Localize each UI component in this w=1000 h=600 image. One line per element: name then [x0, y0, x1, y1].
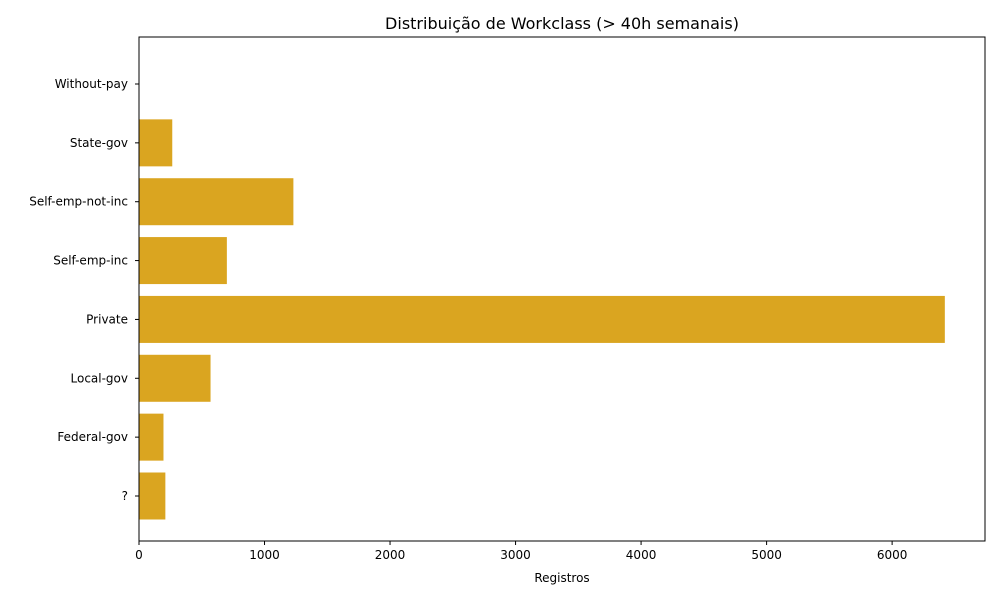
bar-self-emp-not-inc — [139, 178, 294, 226]
y-tick-label-federal-gov: Federal-gov — [57, 430, 128, 444]
bar-self-emp-inc — [139, 237, 227, 285]
x-tick-label-2000: 2000 — [375, 548, 406, 562]
x-tick-label-4000: 4000 — [626, 548, 657, 562]
plot-frame — [138, 36, 986, 542]
y-tick-label-without-pay: Without-pay — [55, 77, 128, 91]
y-tick-label-private: Private — [86, 312, 128, 326]
bar-federal-gov — [139, 413, 164, 461]
y-tick-label-state-gov: State-gov — [70, 136, 128, 150]
bar-unknown — [139, 472, 166, 520]
y-tick-label-local-gov: Local-gov — [71, 371, 129, 385]
bar-private — [139, 295, 945, 343]
y-tick-label-self-emp-inc: Self-emp-inc — [53, 254, 128, 268]
y-tick-label-unknown: ? — [122, 489, 128, 503]
x-tick-label-0: 0 — [135, 548, 143, 562]
x-axis-ticks: 0 1000 2000 3000 4000 5000 6000 — [135, 541, 907, 562]
x-tick-label-5000: 5000 — [751, 548, 782, 562]
x-tick-label-6000: 6000 — [877, 548, 908, 562]
x-axis-label: Registros — [534, 571, 589, 585]
bar-local-gov — [139, 354, 211, 402]
x-tick-label-1000: 1000 — [249, 548, 280, 562]
y-tick-label-self-emp-not-inc: Self-emp-not-inc — [29, 195, 128, 209]
bar-state-gov — [139, 119, 173, 167]
chart-title: Distribuição de Workclass (> 40h semanai… — [385, 14, 739, 33]
y-axis-ticks: ? Federal-gov Local-gov Private Self-emp-inc… — [29, 77, 139, 503]
bars-group — [139, 60, 945, 520]
x-tick-label-3000: 3000 — [500, 548, 531, 562]
